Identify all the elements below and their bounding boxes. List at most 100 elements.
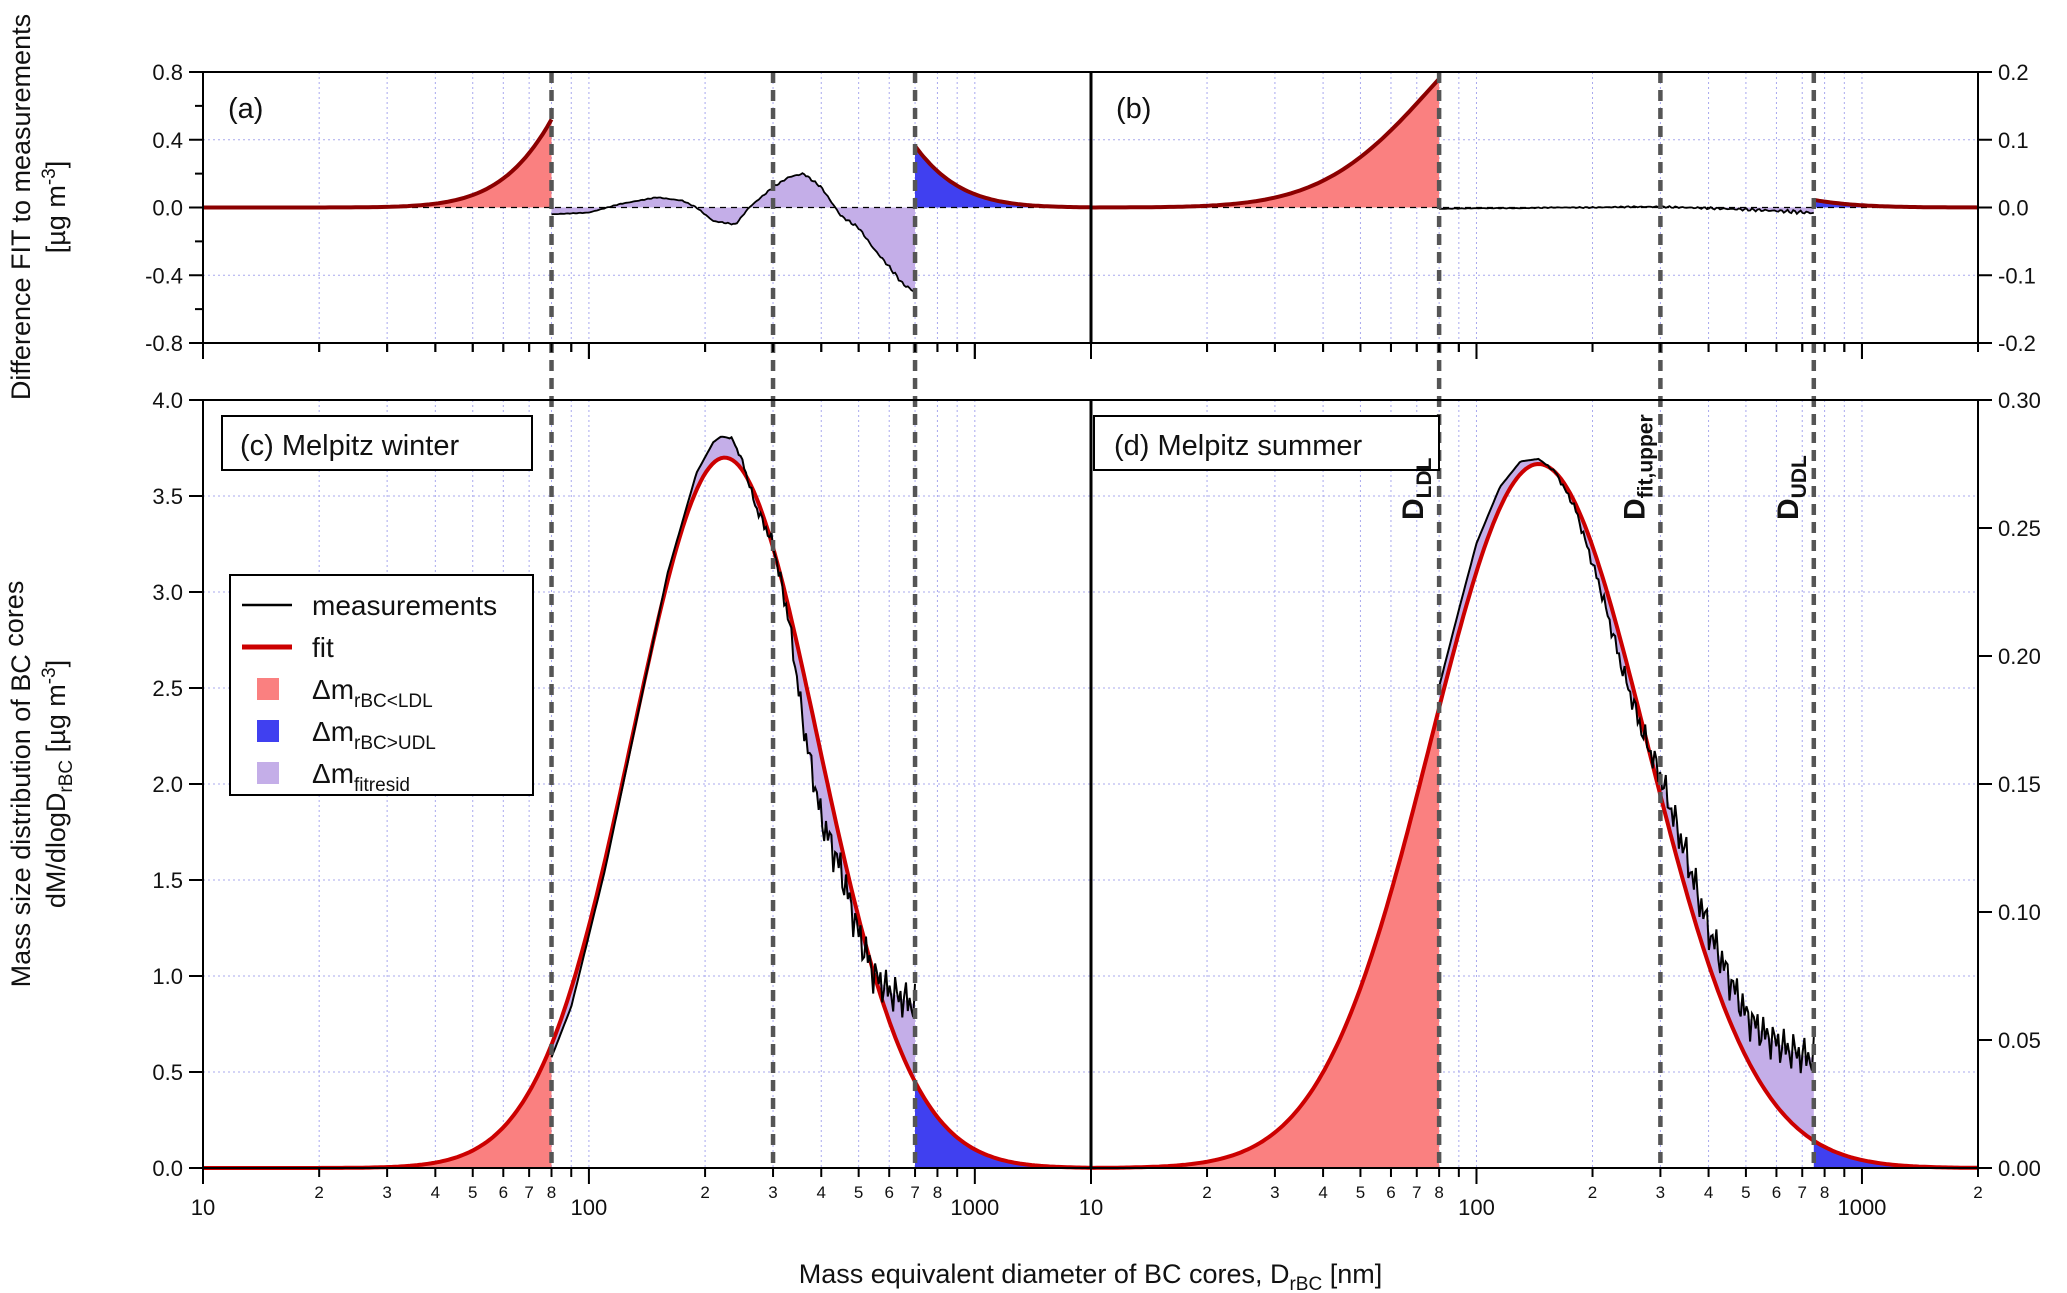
- y-tick-label: 4.0: [152, 388, 183, 413]
- x-minor-label: 2: [314, 1183, 323, 1202]
- area-top-fit-residual: [551, 173, 915, 293]
- x-minor-label: 5: [468, 1183, 477, 1202]
- legend-item: fit: [312, 632, 334, 663]
- x-minor-label: 4: [1704, 1183, 1713, 1202]
- panel-label-a: (a): [228, 93, 263, 125]
- x-minor-label: 7: [910, 1183, 919, 1202]
- x-tick-label: 1000: [1837, 1195, 1886, 1220]
- measurement-line: [550, 435, 916, 1058]
- legend-item: ΔmrBC<LDL: [312, 674, 433, 712]
- x-minor-label: 3: [1656, 1183, 1665, 1202]
- area-above-udl: [915, 1081, 1091, 1168]
- legend-swatch: [257, 720, 279, 742]
- x-minor-label: 2: [1973, 1183, 1982, 1202]
- area-below-ldl: [1091, 707, 1440, 1168]
- x-tick-label: 100: [1458, 1195, 1495, 1220]
- y-tick-label-right: 0.30: [1998, 388, 2041, 413]
- limit-lines: [549, 72, 1817, 1168]
- area-fit-residual: [551, 436, 915, 1082]
- top-residual-line: [1439, 205, 1814, 216]
- x-minor-label: 3: [1270, 1183, 1279, 1202]
- x-minor-label: 5: [854, 1183, 863, 1202]
- axis-titles: Mass equivalent diameter of BC cores, Dr…: [0, 14, 1382, 1293]
- legend: measurements fit ΔmrBC<LDL ΔmrBC>UDL Δmfitre…: [229, 574, 534, 796]
- x-minor-label: 5: [1741, 1183, 1750, 1202]
- panel-box-d: [1093, 415, 1440, 471]
- area-above-udl: [1813, 1140, 1978, 1168]
- area-below-ldl: [203, 1044, 552, 1168]
- x-minor-label: 8: [933, 1183, 942, 1202]
- x-minor-label: 2: [1202, 1183, 1211, 1202]
- measurement-line: [1438, 457, 1815, 1074]
- legend-box: [229, 574, 534, 796]
- x-tick-label: 10: [191, 1195, 215, 1220]
- y-tick-label-right: 0.25: [1998, 516, 2041, 541]
- y-tick-label-right: -0.1: [1998, 263, 2036, 288]
- legend-item: Δmfitresid: [312, 758, 410, 796]
- x-minor-label: 4: [817, 1183, 826, 1202]
- x-minor-label: 8: [1434, 1183, 1443, 1202]
- x-minor-label: 7: [1412, 1183, 1421, 1202]
- top-fit-curve-low: [1091, 77, 1441, 210]
- y-tick-label: 0.8: [152, 60, 183, 85]
- x-minor-label: 3: [382, 1183, 391, 1202]
- x-minor-label: 5: [1356, 1183, 1365, 1202]
- y-tick-label: 3.0: [152, 580, 183, 605]
- vertical-label-fitupper: Dfit,upper: [1618, 414, 1657, 520]
- legend-item: ΔmrBC>UDL: [312, 716, 436, 754]
- y-tick-label: 1.5: [152, 868, 183, 893]
- panel-box-c: [221, 415, 533, 471]
- x-axis-title: Mass equivalent diameter of BC cores, Dr…: [799, 1259, 1382, 1293]
- y-tick-label: 2.5: [152, 676, 183, 701]
- legend-swatch: [257, 678, 279, 700]
- x-minor-label: 4: [431, 1183, 440, 1202]
- x-tick-label: 10: [1079, 1195, 1103, 1220]
- area-top-below-ldl: [1091, 78, 1440, 208]
- y-tick-label: 0.5: [152, 1060, 183, 1085]
- top-y-title-line2: [µg m-3]: [39, 161, 71, 254]
- panel-label-d: (d) Melpitz summer: [1114, 430, 1362, 462]
- y-tick-label-right: 0.15: [1998, 772, 2041, 797]
- axis-ticks: [189, 71, 1992, 1184]
- panel-label-b: (b): [1116, 93, 1151, 125]
- y-tick-label: 0.0: [152, 196, 183, 221]
- top-fit-curve-low: [203, 118, 554, 210]
- y-tick-label-right: 0.0: [1998, 196, 2029, 221]
- y-tick-label: 3.5: [152, 484, 183, 509]
- x-minor-label: 6: [1386, 1183, 1395, 1202]
- x-minor-label: 8: [547, 1183, 556, 1202]
- panel-label-c: (c) Melpitz winter: [240, 430, 459, 462]
- top-fit-curve-high: [1813, 197, 1979, 210]
- area-top-above-udl: [915, 146, 1091, 208]
- y-tick-label-right: 0.2: [1998, 60, 2029, 85]
- x-minor-label: 7: [524, 1183, 533, 1202]
- y-tick-label: -0.8: [145, 331, 183, 356]
- y-tick-label-right: -0.2: [1998, 331, 2036, 356]
- y-tick-label-right: 0.1: [1998, 128, 2029, 153]
- bottom-y-title-line1: Mass size distribution of BC cores: [0, 581, 36, 988]
- x-minor-label: 2: [700, 1183, 709, 1202]
- panel-labels: (a) (b) (c) Melpitz winter (d) Melpitz summ…: [221, 93, 1811, 520]
- vertical-label-udl: DUDL: [1772, 455, 1811, 520]
- x-minor-label: 3: [768, 1183, 777, 1202]
- x-minor-label: 6: [499, 1183, 508, 1202]
- area-top-below-ldl: [203, 119, 552, 208]
- x-tick-label: 1000: [950, 1195, 999, 1220]
- legend-swatch: [257, 762, 279, 784]
- vertical-label-ldl: DLDL: [1397, 457, 1436, 520]
- area-fit-residual: [1439, 458, 1814, 1141]
- x-minor-label: 8: [1820, 1183, 1829, 1202]
- y-tick-label: -0.4: [145, 263, 183, 288]
- fit-curve: [1091, 461, 1978, 1170]
- x-minor-label: 6: [1772, 1183, 1781, 1202]
- bottom-y-title-line2: dM/dlogDrBC [µg m-3]: [39, 660, 77, 908]
- x-minor-label: 7: [1798, 1183, 1807, 1202]
- top-residual-line: [551, 172, 916, 293]
- x-minor-label: 6: [884, 1183, 893, 1202]
- y-tick-label-right: 0.00: [1998, 1156, 2041, 1181]
- y-tick-label-right: 0.20: [1998, 644, 2041, 669]
- y-tick-label: 0.0: [152, 1156, 183, 1181]
- y-tick-label: 0.4: [152, 128, 183, 153]
